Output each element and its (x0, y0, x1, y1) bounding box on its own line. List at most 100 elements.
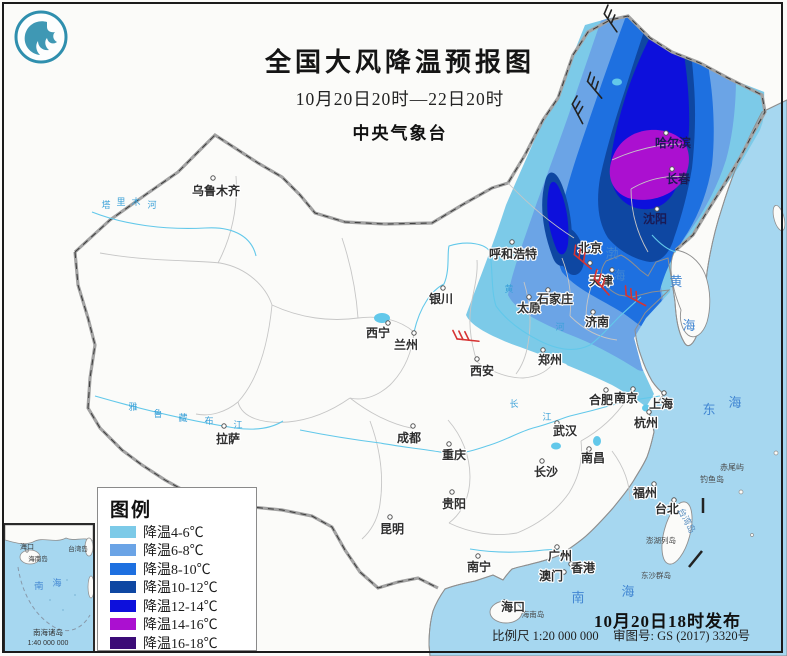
city-label: 南宁 (467, 559, 491, 574)
small-island (738, 489, 744, 495)
city-dot (654, 206, 660, 212)
city-dot (410, 423, 416, 429)
legend-label: 降温12-14℃ (143, 599, 218, 615)
forecast-period: 10月20日20时—22日20时 (295, 89, 505, 109)
city-dot (651, 481, 657, 487)
city-dot (539, 458, 545, 464)
province-borders (99, 143, 687, 540)
inset-sea-label-2: 海 (52, 577, 61, 588)
barb-stroke (456, 338, 480, 343)
city-dot (540, 347, 546, 353)
barb-stroke (597, 273, 602, 284)
city-label: 哈尔滨 (655, 135, 691, 150)
island-label: 海南岛 (522, 609, 545, 619)
barb-stroke (603, 13, 618, 33)
barb-stroke (573, 253, 592, 270)
city-dot (475, 553, 481, 559)
city-dot (221, 423, 227, 429)
barb-stroke (571, 103, 584, 125)
legend-item: 降温10-12℃ (110, 581, 256, 596)
inset-islands-label: 南海诸岛 (33, 627, 63, 637)
legend-item: 降温14-16℃ (110, 618, 256, 633)
city-label: 长春 (666, 171, 691, 186)
barb-stroke (586, 80, 603, 99)
qinghai-lake (374, 313, 390, 323)
city-dot (411, 330, 417, 336)
city-label: 北京 (578, 240, 602, 255)
legend-swatch (110, 562, 136, 575)
city-label: 银川 (429, 291, 453, 306)
poyang-lake (593, 436, 601, 446)
city-dot (509, 239, 515, 245)
city-label: 拉萨 (216, 431, 240, 446)
barb-stroke (578, 248, 582, 260)
city-label: 乌鲁木齐 (192, 183, 241, 198)
city-dot (526, 294, 532, 300)
river-label: 河 (555, 321, 564, 332)
city-dot (449, 489, 455, 495)
city-label: 南昌 (581, 450, 605, 465)
city-label: 福州 (632, 485, 657, 500)
map-scale: 比例尺 1:20 000 000 (492, 629, 599, 643)
river-label: 河 (147, 199, 156, 210)
legend-swatch (110, 599, 136, 612)
barb-stroke (464, 330, 470, 342)
barb-stroke (624, 285, 627, 297)
map-markers: 乌鲁木齐拉萨西宁兰州银川西安成都重庆贵阳昆明呼和浩特太原石家庄北京天津济南郑州合… (101, 4, 744, 619)
sea-label: 海 (682, 318, 695, 333)
wind-barb-icon (603, 4, 618, 33)
city-dot (501, 599, 507, 605)
title-block: 全国大风降温预报图 10月20日20时—22日20时 中央气象台 (238, 42, 562, 144)
tarim-river (91, 211, 257, 257)
boundary-mark (688, 550, 703, 568)
river-label: 布 (204, 415, 213, 426)
legend-label: 降温14-16℃ (143, 618, 218, 634)
city-label: 台北 (655, 501, 679, 516)
inset-map: 海口 海南岛 台湾岛 南 海 南海诸岛 1:40 000 000 (4, 524, 95, 651)
city-label: 南京 (614, 390, 638, 405)
sea-label: 海 (728, 395, 741, 410)
city-dot (609, 267, 615, 273)
city-label: 呼和浩特 (489, 246, 537, 261)
river-label: 雅 (128, 401, 137, 412)
legend-label: 降温16-18℃ (143, 637, 218, 653)
city-label: 太原 (517, 300, 541, 315)
barb-stroke (635, 290, 638, 302)
sea-label: 东 (702, 402, 715, 417)
cooling-regions (466, 16, 765, 412)
river-label: 长 (509, 398, 518, 409)
city-label: 海口 (501, 599, 525, 614)
island-label: 赤尾屿 (720, 463, 744, 472)
city-label: 广州 (548, 548, 572, 563)
city-label: 重庆 (442, 447, 466, 462)
legend-swatch (110, 637, 136, 650)
city-label: 西安 (470, 363, 494, 378)
yangtze-river (299, 395, 661, 454)
inset-hainan-label: 海南岛 (28, 554, 48, 563)
hulun-lake (612, 78, 622, 86)
legend-item: 降温4-6℃ (110, 525, 256, 541)
legend-swatch (110, 544, 136, 557)
approval-number: 审图号: GS (2017) 3320号 (613, 629, 751, 643)
city-dot (474, 356, 480, 362)
city-dot (646, 409, 652, 415)
legend-swatch (110, 525, 136, 538)
legend-box: 图例 降温4-6℃ 降温6-8℃ 降温8-10℃ 降温10-12℃ 降温12-14℃ 降温… (97, 487, 257, 653)
inset-island-dot (62, 609, 64, 611)
barb-stroke (606, 9, 613, 20)
river-label: 藏 (178, 412, 187, 423)
city-label: 澳门 (539, 568, 563, 583)
city-label: 沈阳 (643, 211, 667, 226)
river-label: 江 (542, 412, 551, 422)
city-label: 合肥 (589, 392, 613, 407)
small-island (773, 450, 779, 456)
city-label: 杭州 (634, 415, 658, 430)
wind-barb-icon (573, 244, 592, 270)
river-label: 里 (116, 197, 125, 207)
river-label: 黄 (504, 283, 513, 294)
release-time: 10月20日18时发布 (594, 612, 741, 631)
river-label: 塔 (101, 199, 110, 210)
korea-peninsula (670, 249, 711, 338)
barb-stroke (582, 252, 586, 264)
sea-label: 黄 (669, 274, 682, 289)
